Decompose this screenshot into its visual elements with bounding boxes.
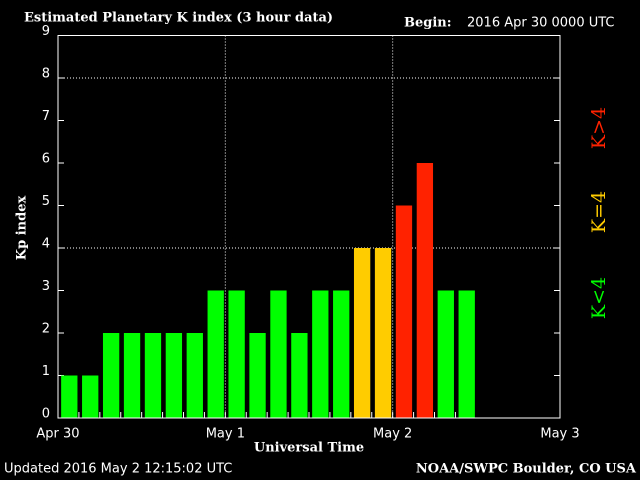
bar xyxy=(165,333,183,418)
bar xyxy=(228,290,245,418)
x-tick-label: May 2 xyxy=(373,427,412,442)
y-tick-label: 2 xyxy=(42,322,50,337)
bar xyxy=(249,333,266,418)
plot-frame xyxy=(57,35,561,419)
y-tick-label: 5 xyxy=(42,194,50,209)
bar xyxy=(186,333,203,418)
y-tick-label: 4 xyxy=(42,237,50,252)
y-tick-label: 9 xyxy=(42,24,50,39)
y-tick-label: 7 xyxy=(42,109,50,124)
bar xyxy=(333,290,350,418)
source: NOAA/SWPC Boulder, CO USA xyxy=(416,462,637,477)
y-tick-label: 1 xyxy=(42,364,50,379)
bar xyxy=(312,290,329,418)
legend-entry: K>4 xyxy=(588,107,610,149)
updated: Updated 2016 May 2 12:15:02 UTC xyxy=(4,462,232,477)
x-tick-label: May 1 xyxy=(206,427,245,442)
bar xyxy=(353,248,371,418)
bar xyxy=(144,333,162,418)
bar xyxy=(270,290,287,418)
x-axis-label: Universal Time xyxy=(254,441,364,456)
begin-label: Begin: xyxy=(404,16,452,31)
x-tick-label: Apr 30 xyxy=(36,427,79,442)
y-axis-label: Kp index xyxy=(15,196,30,261)
bar xyxy=(458,290,475,418)
bar xyxy=(61,375,78,418)
bar xyxy=(395,205,413,418)
legend-entry: K<4 xyxy=(588,277,610,319)
bar xyxy=(102,333,120,418)
legend-entry: K=4 xyxy=(588,191,610,233)
bar xyxy=(291,333,308,418)
begin-date: 2016 Apr 30 0000 UTC xyxy=(467,16,615,31)
bar xyxy=(437,290,454,418)
x-tick-label: May 3 xyxy=(540,427,579,442)
y-tick-label: 3 xyxy=(42,279,50,294)
bar xyxy=(82,375,99,418)
bar xyxy=(207,290,224,418)
bar xyxy=(416,163,434,418)
y-tick-label: 6 xyxy=(42,152,50,167)
y-tick-label: 0 xyxy=(42,407,50,422)
chart-title: Estimated Planetary K index (3 hour data… xyxy=(24,11,333,26)
y-tick-label: 8 xyxy=(42,67,50,82)
bar xyxy=(123,333,141,418)
bar xyxy=(374,248,392,418)
